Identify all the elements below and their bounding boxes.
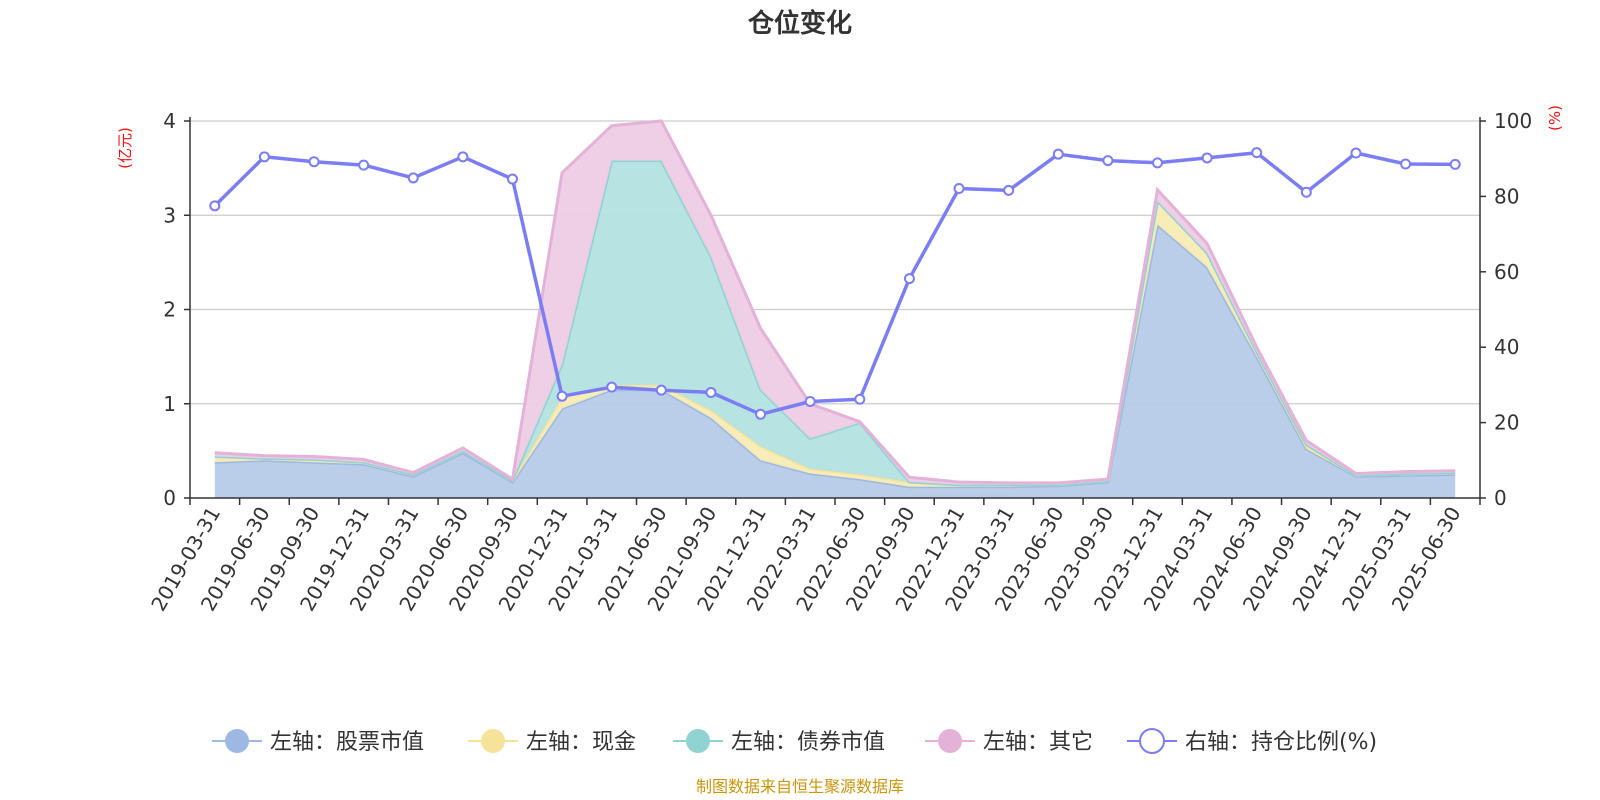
legend-marker-1 (225, 729, 249, 753)
holding-ratio-point (1449, 158, 1461, 170)
holding-ratio-point (1350, 147, 1362, 159)
holding-ratio-point (804, 395, 816, 407)
holding-ratio-point (606, 381, 618, 393)
holding-ratio-point (1201, 152, 1213, 164)
left-tick-label: 3 (163, 203, 176, 227)
holding-ratio-path (213, 150, 1456, 417)
left-tick-label: 1 (163, 392, 176, 416)
legend-label-5: 右轴：持仓比例(%) (1185, 730, 1377, 755)
holding-ratio-point (655, 384, 667, 396)
holding-ratio-point (1052, 148, 1064, 160)
stacked-areas (214, 119, 1456, 498)
left-tick-label: 0 (163, 486, 176, 510)
holding-ratio-point (1003, 184, 1015, 196)
legend-label-3: 左轴：债券市值 (731, 730, 885, 755)
holding-ratio-point (953, 182, 965, 194)
holding-ratio-point (1300, 186, 1312, 198)
legend-marker-4 (938, 729, 962, 753)
legend-label-4: 左轴：其它 (983, 730, 1093, 755)
right-axis-unit: (%) (1546, 105, 1564, 131)
legend-marker-3 (686, 729, 710, 753)
chart-title: 仓位变化 (747, 8, 852, 39)
legend-label-2: 左轴：现金 (526, 730, 636, 755)
holding-ratio-point (1251, 147, 1263, 159)
holding-ratio-point (705, 386, 717, 398)
legend: 左轴：股票市值 左轴：现金 左轴：债券市值 左轴：其它 右轴：持仓比例(%) (212, 728, 1377, 755)
legend-label-1: 左轴：股票市值 (270, 730, 424, 755)
right-tick-label: 80 (1494, 184, 1519, 208)
holding-ratio-point (457, 151, 469, 163)
right-tick-label: 20 (1494, 411, 1519, 435)
holding-ratio-point (308, 156, 320, 168)
right-tick-label: 0 (1494, 486, 1507, 510)
holding-ratio-point (1400, 158, 1412, 170)
right-tick-label: 60 (1494, 260, 1519, 284)
right-tick-label: 40 (1494, 335, 1519, 359)
right-tick-label: 100 (1494, 109, 1532, 133)
area-series-4-edge (214, 119, 1456, 485)
holding-ratio-point (1152, 157, 1163, 169)
left-tick-label: 2 (163, 298, 176, 322)
holding-ratio-point (903, 273, 915, 285)
data-source-note: 制图数据来自恒生聚源数据库 (696, 777, 904, 796)
holding-ratio-point (209, 200, 221, 212)
holding-ratio-point (358, 159, 370, 171)
legend-marker-2 (481, 729, 505, 753)
holding-ratio-point (258, 151, 270, 163)
holding-ratio-point (1102, 155, 1114, 167)
axes: 012340204060801002019-03-312019-06-30201… (146, 109, 1532, 615)
left-axis-unit: (亿元) (116, 127, 134, 169)
holding-ratio-line (209, 147, 1461, 420)
grid-lines (190, 120, 1480, 405)
holding-ratio-point (507, 173, 518, 185)
left-tick-label: 4 (163, 109, 176, 133)
holding-ratio-point (854, 393, 866, 405)
holding-ratio-point (407, 172, 419, 184)
holding-ratio-point (556, 390, 568, 402)
legend-marker-5 (1139, 728, 1165, 754)
holding-ratio-point (755, 408, 767, 420)
